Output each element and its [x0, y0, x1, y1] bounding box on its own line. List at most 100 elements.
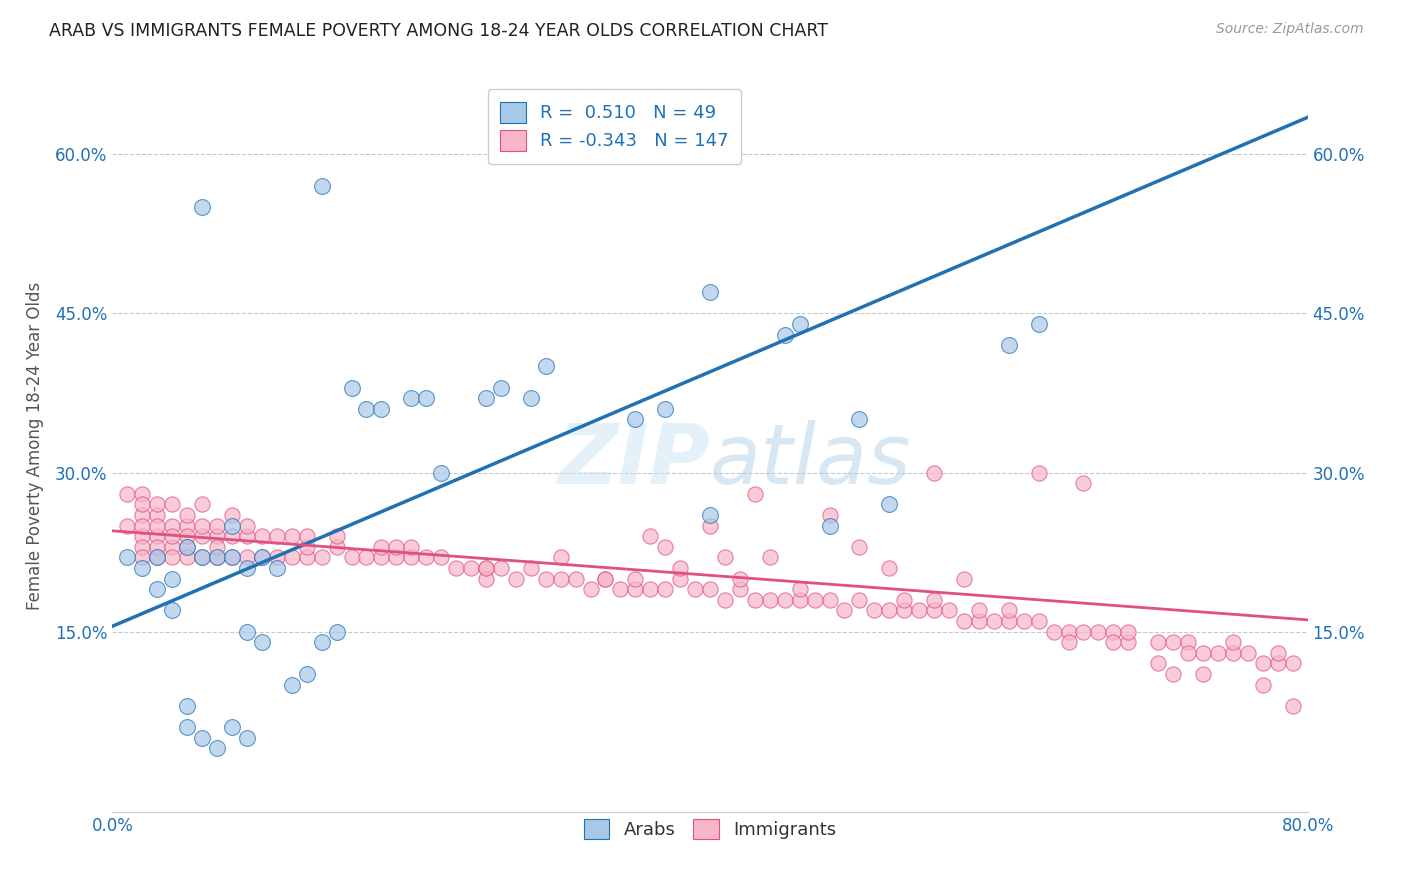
- Point: [131, 540, 153, 554]
- Point: [1177, 635, 1199, 649]
- Point: [356, 401, 378, 416]
- Point: [385, 550, 408, 565]
- Point: [1118, 635, 1140, 649]
- Point: [834, 603, 856, 617]
- Point: [325, 540, 347, 554]
- Point: [520, 561, 543, 575]
- Point: [385, 540, 408, 554]
- Point: [236, 518, 259, 533]
- Point: [818, 518, 841, 533]
- Point: [475, 561, 498, 575]
- Point: [176, 698, 198, 713]
- Point: [250, 529, 273, 543]
- Point: [922, 603, 945, 617]
- Point: [609, 582, 631, 596]
- Point: [879, 561, 901, 575]
- Point: [131, 497, 153, 511]
- Point: [236, 731, 259, 745]
- Point: [728, 572, 751, 586]
- Point: [191, 201, 214, 215]
- Point: [489, 381, 512, 395]
- Point: [176, 529, 198, 543]
- Point: [281, 677, 304, 691]
- Point: [1102, 635, 1125, 649]
- Point: [1073, 476, 1095, 491]
- Point: [475, 392, 498, 406]
- Point: [295, 529, 318, 543]
- Point: [430, 550, 453, 565]
- Point: [624, 572, 647, 586]
- Point: [640, 529, 662, 543]
- Point: [325, 529, 347, 543]
- Point: [370, 401, 392, 416]
- Point: [415, 550, 437, 565]
- Point: [131, 550, 153, 565]
- Point: [205, 529, 228, 543]
- Point: [699, 582, 721, 596]
- Point: [191, 497, 214, 511]
- Point: [879, 497, 901, 511]
- Point: [1028, 614, 1050, 628]
- Point: [415, 392, 437, 406]
- Point: [998, 603, 1021, 617]
- Point: [773, 592, 796, 607]
- Point: [146, 550, 169, 565]
- Point: [266, 529, 288, 543]
- Point: [967, 614, 990, 628]
- Point: [325, 624, 347, 639]
- Point: [236, 529, 259, 543]
- Point: [803, 592, 825, 607]
- Point: [162, 550, 183, 565]
- Point: [534, 359, 557, 374]
- Point: [162, 603, 183, 617]
- Point: [131, 508, 153, 522]
- Point: [893, 603, 915, 617]
- Text: ARAB VS IMMIGRANTS FEMALE POVERTY AMONG 18-24 YEAR OLDS CORRELATION CHART: ARAB VS IMMIGRANTS FEMALE POVERTY AMONG …: [49, 22, 828, 40]
- Point: [117, 486, 139, 500]
- Point: [505, 572, 527, 586]
- Point: [131, 561, 153, 575]
- Point: [370, 540, 392, 554]
- Point: [401, 392, 423, 406]
- Point: [295, 667, 318, 681]
- Point: [146, 497, 169, 511]
- Point: [1118, 624, 1140, 639]
- Point: [654, 582, 676, 596]
- Point: [938, 603, 960, 617]
- Point: [1192, 667, 1215, 681]
- Point: [534, 572, 557, 586]
- Point: [1222, 646, 1244, 660]
- Point: [311, 635, 333, 649]
- Point: [550, 572, 572, 586]
- Point: [1147, 635, 1170, 649]
- Point: [401, 550, 423, 565]
- Point: [191, 550, 214, 565]
- Point: [1057, 624, 1080, 639]
- Point: [266, 561, 288, 575]
- Point: [550, 550, 572, 565]
- Point: [669, 572, 692, 586]
- Point: [162, 529, 183, 543]
- Point: [131, 529, 153, 543]
- Point: [714, 550, 737, 565]
- Point: [117, 518, 139, 533]
- Point: [714, 592, 737, 607]
- Point: [699, 508, 721, 522]
- Point: [953, 572, 976, 586]
- Point: [370, 550, 392, 565]
- Point: [1073, 624, 1095, 639]
- Point: [699, 285, 721, 300]
- Point: [236, 550, 259, 565]
- Point: [221, 508, 243, 522]
- Point: [311, 179, 333, 194]
- Point: [162, 518, 183, 533]
- Point: [430, 466, 453, 480]
- Point: [176, 518, 198, 533]
- Point: [773, 327, 796, 342]
- Point: [311, 550, 333, 565]
- Point: [221, 720, 243, 734]
- Point: [221, 550, 243, 565]
- Point: [205, 540, 228, 554]
- Point: [1087, 624, 1109, 639]
- Point: [475, 561, 498, 575]
